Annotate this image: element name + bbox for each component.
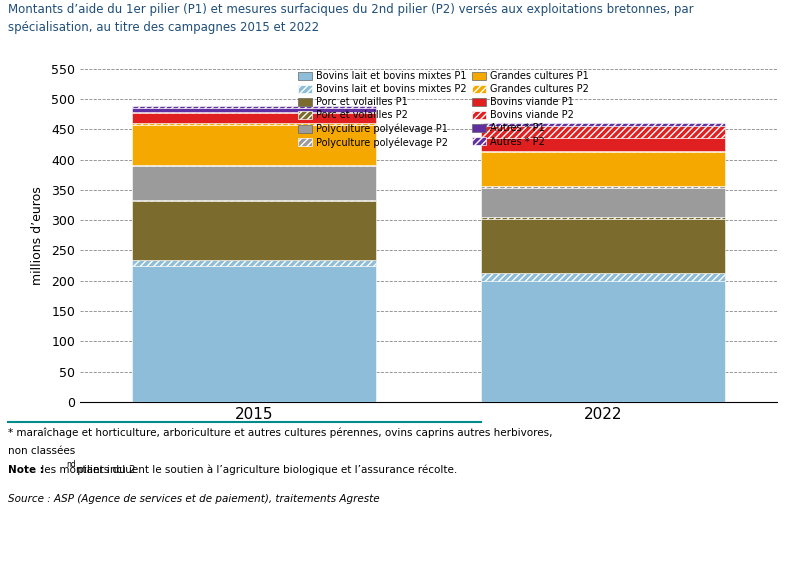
Bar xyxy=(132,113,376,123)
Bar xyxy=(132,165,376,166)
Bar xyxy=(132,201,376,259)
Bar xyxy=(481,126,725,138)
Bar xyxy=(132,106,376,107)
Text: Source : ASP (Agence de services et de paiement), traitements Agreste: Source : ASP (Agence de services et de p… xyxy=(8,494,380,503)
Bar xyxy=(132,166,376,200)
Text: nd: nd xyxy=(66,460,76,470)
Bar xyxy=(481,219,725,273)
Text: spécialisation, au titre des campagnes 2015 et 2022: spécialisation, au titre des campagnes 2… xyxy=(8,21,319,34)
Bar xyxy=(481,217,725,219)
Bar xyxy=(132,259,376,266)
Y-axis label: millions d’euros: millions d’euros xyxy=(31,186,44,285)
Bar xyxy=(481,123,725,126)
Text: les montants du 2: les montants du 2 xyxy=(38,465,136,475)
Bar xyxy=(481,186,725,188)
Bar xyxy=(132,200,376,201)
Bar xyxy=(132,266,376,402)
Bar xyxy=(481,188,725,217)
Bar xyxy=(481,273,725,281)
Text: non classées: non classées xyxy=(8,446,75,456)
Bar xyxy=(132,112,376,113)
Bar xyxy=(481,281,725,402)
Text: Montants d’aide du 1er pilier (P1) et mesures surfaciques du 2nd pilier (P2) ver: Montants d’aide du 1er pilier (P1) et me… xyxy=(8,3,694,16)
Text: Note :: Note : xyxy=(8,465,44,475)
Bar xyxy=(481,153,725,186)
Text: * maraîchage et horticulture, arboriculture et autres cultures pérennes, ovins c: * maraîchage et horticulture, arboricult… xyxy=(8,428,553,438)
Bar xyxy=(132,107,376,112)
Bar xyxy=(481,150,725,153)
Bar xyxy=(481,138,725,150)
Text: pilier incluent le soutien à l’agriculture biologique et l’assurance récolte.: pilier incluent le soutien à l’agricultu… xyxy=(74,465,457,475)
Legend: Bovins lait et bovins mixtes P1, Bovins lait et bovins mixtes P2, Porc et volail: Bovins lait et bovins mixtes P1, Bovins … xyxy=(294,67,593,152)
Bar xyxy=(132,125,376,165)
Bar xyxy=(132,123,376,125)
